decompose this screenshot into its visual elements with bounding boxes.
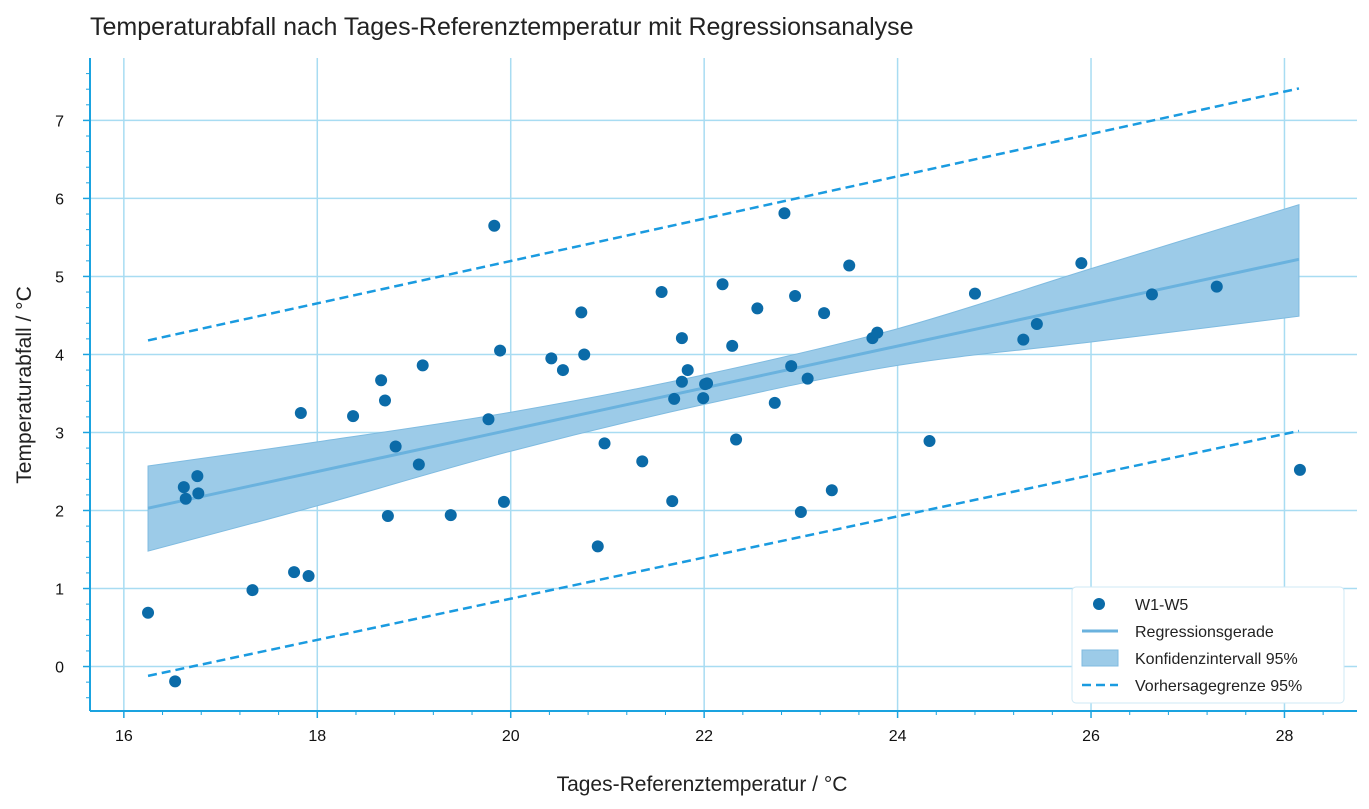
scatter-point (1293, 463, 1306, 476)
scatter-point (556, 364, 569, 377)
scatter-point (169, 675, 182, 688)
scatter-point (843, 259, 856, 272)
scatter-point (192, 487, 205, 500)
scatter-point (818, 307, 831, 320)
scatter-point (801, 372, 814, 385)
scatter-point (636, 455, 649, 468)
scatter-point (578, 348, 591, 361)
scatter-point (416, 359, 429, 372)
x-tick-label: 24 (889, 728, 907, 745)
scatter-point (675, 375, 688, 388)
scatter-point (302, 570, 315, 583)
scatter-point (789, 289, 802, 302)
scatter-point (179, 492, 192, 505)
x-tick-label: 28 (1276, 728, 1294, 745)
scatter-point (1030, 318, 1043, 331)
x-tick-label: 20 (502, 728, 520, 745)
scatter-point (785, 360, 798, 373)
chart-title: Temperaturabfall nach Tages-Referenztemp… (90, 13, 914, 41)
scatter-point (1145, 288, 1158, 301)
legend-label: Vorhersagegrenze 95% (1135, 678, 1302, 695)
y-tick-label: 5 (55, 269, 64, 286)
prediction-bound-upper (147, 87, 1300, 342)
scatter-point (668, 392, 681, 405)
scatter-point (666, 495, 679, 508)
y-tick-label: 2 (55, 503, 64, 520)
scatter-point (191, 470, 204, 483)
scatter-point (1210, 280, 1223, 293)
scatter-point (768, 396, 781, 409)
scatter-point (412, 458, 425, 471)
regression-line (147, 257, 1300, 510)
scatter-point (294, 406, 307, 419)
confidence-band-layer (147, 203, 1300, 552)
scatter-point (142, 606, 155, 619)
scatter-point (778, 207, 791, 220)
scatter-point (681, 364, 694, 377)
scatter-point (598, 437, 611, 450)
scatter-point (177, 481, 190, 494)
scatter-point (545, 352, 558, 365)
legend-label: W1-W5 (1135, 597, 1188, 614)
x-axis-ticks: 16 18 20 22 24 26 28 (115, 711, 1324, 745)
y-tick-label: 7 (55, 113, 64, 130)
x-tick-label: 16 (115, 728, 133, 745)
legend-marker-points (1093, 598, 1105, 610)
legend-label: Regressionsgerade (1135, 624, 1274, 641)
scatter-point (716, 278, 729, 291)
scatter-point (655, 286, 668, 299)
scatter-point (701, 377, 714, 390)
y-tick-label: 0 (55, 660, 64, 677)
legend: W1-W5 Regressionsgerade Konfidenzintervall… (1071, 586, 1345, 704)
scatter-point (575, 306, 588, 319)
scatter-point (497, 495, 510, 508)
scatter-point (697, 392, 710, 405)
scatter-point (488, 219, 501, 232)
scatter-point (968, 287, 981, 300)
scatter-points-layer (142, 207, 1306, 688)
legend-marker-confidence (1081, 649, 1119, 667)
scatter-point (726, 339, 739, 352)
x-tick-label: 22 (695, 728, 713, 745)
scatter-point (751, 302, 764, 315)
x-tick-label: 18 (308, 728, 326, 745)
legend-label: Konfidenzintervall 95% (1135, 651, 1298, 668)
scatter-point (246, 584, 259, 597)
scatter-point (794, 506, 807, 519)
scatter-point (871, 326, 884, 339)
scatter-point (1017, 333, 1030, 346)
y-tick-label: 4 (55, 347, 64, 364)
scatter-point (482, 413, 495, 426)
y-axis-ticks: 0 1 2 3 4 5 6 7 (55, 73, 90, 699)
scatter-point (288, 566, 301, 579)
scatter-point (730, 433, 743, 446)
scatter-point (378, 394, 391, 407)
scatter-point (347, 410, 360, 423)
legend-frame (1071, 586, 1345, 704)
scatter-point (444, 509, 457, 522)
y-axis-label: Temperaturabfall / °C (13, 286, 36, 483)
scatter-point (1075, 257, 1088, 270)
x-tick-label: 26 (1082, 728, 1100, 745)
scatter-point (825, 484, 838, 497)
scatter-point (389, 440, 402, 453)
scatter-point (591, 540, 604, 553)
scatter-point (375, 374, 388, 387)
scatter-point (675, 332, 688, 345)
y-tick-label: 1 (55, 582, 64, 599)
lines-layer (147, 87, 1300, 678)
scatter-point (381, 509, 394, 522)
scatter-point (923, 435, 936, 448)
confidence-band (147, 203, 1300, 552)
y-tick-label: 3 (55, 425, 64, 442)
x-axis-label: Tages-Referenztemperatur / °C (557, 773, 848, 796)
prediction-bound-lower (147, 429, 1300, 678)
y-tick-label: 6 (55, 191, 64, 208)
scatter-point (494, 344, 507, 357)
